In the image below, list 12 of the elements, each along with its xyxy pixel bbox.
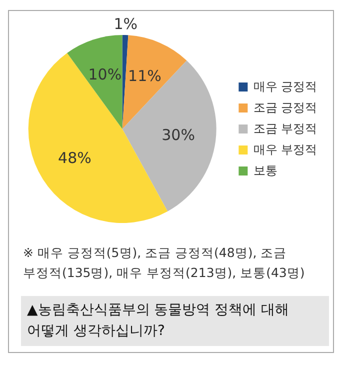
legend-label: 조금 부정적 xyxy=(254,121,318,136)
legend-label: 조금 긍정적 xyxy=(254,100,318,114)
legend-label: 보통 xyxy=(254,163,278,178)
text: ▲농림축산식품부의 동물방역 정책에 대해 어떻게 생각하십니까? xyxy=(21,296,329,346)
data-label: 10% xyxy=(88,65,122,84)
data-label: 1% xyxy=(114,14,138,33)
text: ※ 매우 긍정적(5명), 조금 긍정적(48명), 조금 부정적(135명), 매우 부정적(213명), 보통(43명) xyxy=(23,244,306,282)
data-label: 11% xyxy=(128,67,162,86)
legend-label: 매우 부정적 xyxy=(254,142,318,156)
legend-label: 매우 긍정적 xyxy=(254,79,318,94)
data-label: 48% xyxy=(58,149,92,168)
data-label: 30% xyxy=(162,126,195,144)
